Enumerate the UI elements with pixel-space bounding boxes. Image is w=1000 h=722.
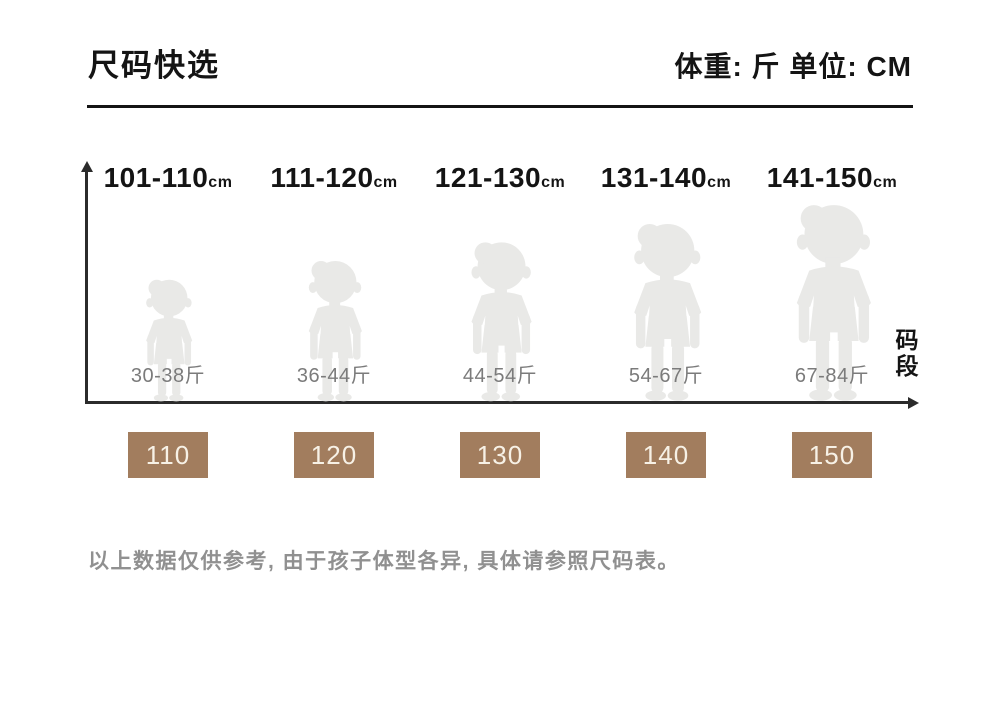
size-box-cell: 120 — [251, 432, 417, 478]
height-range-value: 131-140 — [600, 162, 708, 193]
size-select-button[interactable]: 120 — [294, 432, 374, 478]
height-range-label: 111-120cm — [251, 162, 417, 194]
x-axis-line — [85, 401, 908, 404]
height-range-value: 121-130 — [434, 162, 542, 193]
child-silhouette-icon — [454, 240, 547, 402]
child-silhouette-icon — [293, 259, 375, 402]
header: 尺码快选 体重: 斤 单位: CM — [88, 40, 912, 85]
size-boxes: 110 120 130 140 150 — [85, 432, 915, 478]
height-unit-label: cm — [707, 174, 732, 191]
height-unit-label: cm — [208, 174, 233, 191]
size-select-button[interactable]: 130 — [460, 432, 540, 478]
weight-range-label: 44-54斤 — [462, 365, 538, 387]
size-column: 131-140cm — [583, 150, 749, 403]
x-axis-label: 码段 — [892, 328, 918, 380]
height-unit-label: cm — [873, 174, 898, 191]
weight-range-label: 36-44斤 — [296, 365, 372, 387]
size-box-cell: 110 — [85, 432, 251, 478]
child-silhouette-icon — [133, 278, 204, 402]
height-range-label: 101-110cm — [85, 162, 251, 194]
size-box-cell: 140 — [583, 432, 749, 478]
height-unit-label: cm — [541, 174, 566, 191]
size-box-cell: 150 — [749, 432, 915, 478]
size-columns: 101-110cm — [85, 150, 915, 403]
up-arrow-icon — [81, 161, 93, 172]
height-unit-label: cm — [373, 174, 398, 191]
child-silhouette-icon — [775, 202, 889, 402]
height-range-label: 141-150cm — [749, 162, 915, 194]
height-range-value: 101-110 — [103, 162, 209, 193]
size-select-button[interactable]: 110 — [128, 432, 208, 478]
weight-range-label: 67-84斤 — [794, 365, 870, 387]
size-column: 101-110cm — [85, 150, 251, 403]
height-range-value: 111-120 — [270, 162, 374, 193]
page-title: 尺码快选 — [88, 48, 220, 83]
size-column: 121-130cm — [417, 150, 583, 403]
height-range-label: 121-130cm — [417, 162, 583, 194]
footnote: 以上数据仅供参考, 由于孩子体型各异, 具体请参照尺码表。 — [88, 550, 680, 573]
weight-range-label: 30-38斤 — [130, 365, 206, 387]
size-select-button[interactable]: 150 — [792, 432, 872, 478]
size-box-cell: 130 — [417, 432, 583, 478]
height-range-label: 131-140cm — [583, 162, 749, 194]
size-column: 141-150cm — [749, 150, 915, 403]
size-column: 111-120cm — [251, 150, 417, 403]
height-range-value: 141-150 — [766, 162, 874, 193]
y-axis-line — [85, 172, 88, 404]
right-arrow-icon — [908, 397, 919, 409]
child-silhouette-icon — [615, 221, 718, 402]
size-chart: 码段 101-110cm — [81, 150, 919, 485]
divider — [87, 105, 913, 108]
weight-range-label: 54-67斤 — [628, 365, 704, 387]
units-note: 体重: 斤 单位: CM — [674, 51, 912, 82]
size-select-button[interactable]: 140 — [626, 432, 706, 478]
